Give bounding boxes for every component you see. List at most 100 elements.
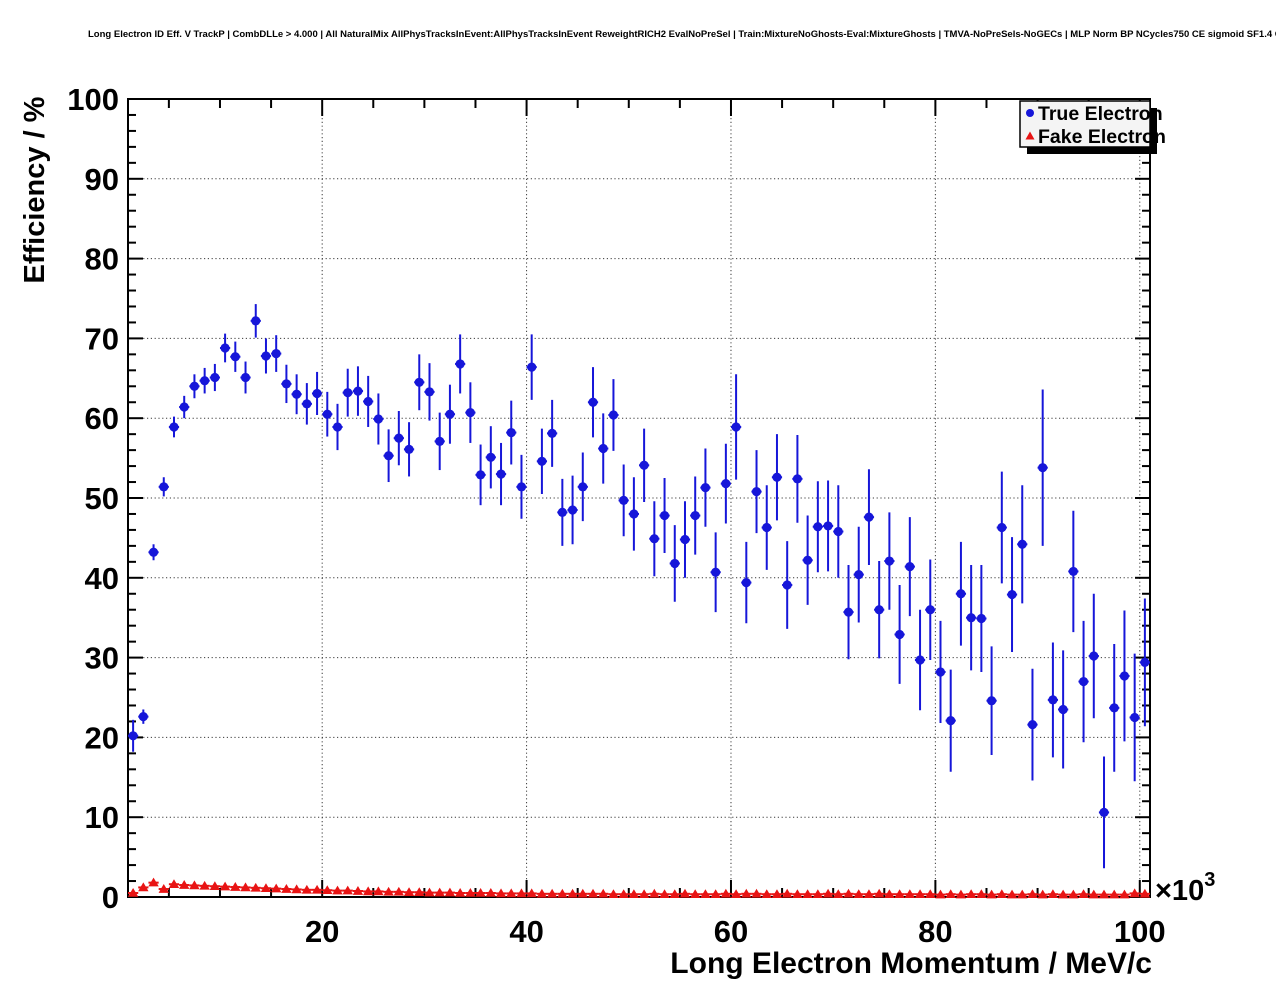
data-point-circle-icon: [925, 605, 935, 615]
data-point-circle-icon: [148, 547, 159, 557]
data-point-triangle-icon: [383, 886, 394, 896]
y-tick-label: 100: [67, 82, 119, 117]
data-point-circle-icon: [884, 556, 894, 566]
data-point-circle-icon: [782, 580, 792, 590]
plot-title: Long Electron ID Eff. V TrackP | CombDLL…: [88, 29, 1276, 40]
x-axis-labels: 20 40 60 80 100: [305, 914, 1166, 949]
data-point-circle-icon: [966, 613, 976, 623]
data-point-triangle-icon: [403, 887, 415, 897]
data-point-triangle-icon: [281, 884, 292, 893]
data-point-circle-icon: [690, 510, 700, 521]
data-point-circle-icon: [935, 667, 946, 677]
x-tick-label: 40: [509, 914, 543, 949]
data-point-circle-icon: [496, 469, 506, 479]
data-point-triangle-icon: [1139, 888, 1151, 898]
data-point-triangle-icon: [1027, 889, 1038, 899]
data-point-circle-icon: [384, 451, 394, 461]
data-point-circle-icon: [189, 381, 200, 391]
data-point-circle-icon: [864, 512, 874, 522]
data-point-triangle-icon: [986, 889, 997, 899]
y-tick-label: 40: [85, 561, 119, 596]
data-point-triangle-icon: [230, 882, 241, 891]
x-axis-exponent-label: ×103: [1155, 869, 1215, 907]
data-point-triangle-icon: [219, 881, 231, 891]
data-point-triangle-icon: [863, 889, 875, 899]
data-point-triangle-icon: [690, 889, 701, 899]
data-point-triangle-icon: [138, 882, 149, 892]
data-point-triangle-icon: [342, 885, 353, 895]
data-point-circle-icon: [414, 377, 424, 387]
data-point-triangle-icon: [291, 884, 302, 894]
data-point-circle-icon: [711, 567, 721, 577]
y-axis-labels: 0 10 20 30 40 50 60 70 80 90 100: [67, 82, 119, 915]
data-point-circle-icon: [762, 522, 772, 533]
data-point-triangle-icon: [914, 889, 926, 899]
data-point-triangle-icon: [894, 889, 905, 899]
data-point-triangle-icon: [567, 888, 578, 898]
data-point-circle-icon: [1058, 704, 1068, 715]
data-point-circle-icon: [956, 589, 966, 599]
data-point-circle-icon: [772, 472, 782, 482]
data-point-triangle-icon: [669, 889, 680, 899]
data-point-circle-icon: [445, 409, 455, 419]
data-point-circle-icon: [1017, 539, 1027, 549]
data-point-triangle-icon: [730, 889, 742, 899]
data-point-triangle-icon: [424, 887, 435, 897]
data-point-triangle-icon: [884, 889, 895, 899]
data-point-triangle-icon: [598, 888, 609, 898]
data-point-circle-icon: [833, 526, 843, 537]
data-point-triangle-icon: [751, 888, 762, 898]
data-point-triangle-icon: [546, 888, 558, 898]
legend-entry-fake-electron: Fake Electron: [1025, 126, 1166, 148]
x-tick-label: 20: [305, 914, 339, 949]
data-point-circle-icon: [332, 422, 343, 432]
data-point-circle-icon: [557, 507, 567, 517]
gridlines: [128, 99, 1150, 897]
y-tick-label: 80: [85, 242, 119, 277]
data-point-triangle-icon: [802, 889, 813, 899]
data-point-triangle-icon: [1047, 889, 1059, 899]
data-point-circle-icon: [946, 716, 956, 726]
data-point-circle-icon: [1038, 463, 1048, 473]
data-point-triangle-icon: [148, 877, 159, 887]
data-point-circle-icon: [1027, 720, 1038, 730]
data-point-triangle-icon: [485, 888, 497, 897]
data-point-triangle-icon: [1088, 889, 1099, 899]
data-point-triangle-icon: [465, 888, 476, 897]
data-point-triangle-icon: [1017, 889, 1028, 899]
data-point-triangle-icon: [822, 888, 834, 898]
data-point-circle-icon: [251, 316, 261, 326]
data-point-circle-icon: [516, 482, 527, 492]
y-axis-title: Efficiency / %: [19, 96, 51, 283]
data-point-triangle-icon: [628, 889, 640, 899]
data-point-triangle-icon: [322, 885, 333, 895]
data-point-triangle-icon: [1006, 889, 1018, 899]
data-point-triangle-icon: [955, 889, 967, 899]
data-point-circle-icon: [230, 352, 240, 362]
data-point-circle-icon: [343, 388, 353, 398]
data-point-triangle-icon: [1119, 889, 1130, 899]
data-point-triangle-icon: [362, 886, 374, 896]
fake-electron-marker-icon: [1025, 131, 1035, 140]
data-point-triangle-icon: [659, 889, 670, 899]
data-point-triangle-icon: [741, 888, 752, 898]
data-point-triangle-icon: [373, 886, 384, 896]
data-point-circle-icon: [1089, 651, 1099, 661]
data-point-circle-icon: [1078, 676, 1089, 687]
true-electron-marker-icon: [1026, 109, 1034, 117]
data-point-circle-icon: [159, 482, 169, 492]
x-axis-title: Long Electron Momentum / MeV/c: [670, 947, 1152, 980]
data-point-circle-icon: [465, 408, 475, 418]
axis-ticks: [128, 98, 1150, 898]
data-point-triangle-icon: [332, 885, 343, 895]
data-point-triangle-icon: [720, 888, 732, 898]
data-point-circle-icon: [240, 372, 251, 383]
data-point-circle-icon: [394, 433, 404, 443]
y-tick-label: 90: [85, 162, 119, 197]
data-point-circle-icon: [803, 555, 813, 565]
data-point-circle-icon: [905, 562, 915, 572]
x-tick-label: 100: [1114, 914, 1166, 949]
data-point-circle-icon: [547, 428, 557, 438]
data-point-circle-icon: [741, 577, 751, 588]
